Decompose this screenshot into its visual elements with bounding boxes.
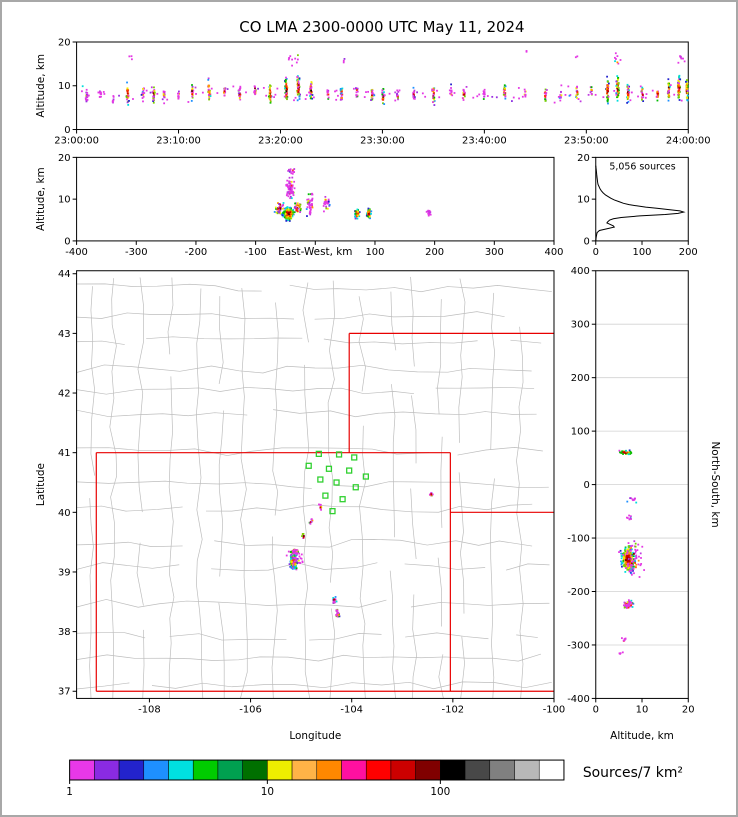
- svg-text:10: 10: [58, 81, 71, 92]
- svg-text:-106: -106: [239, 704, 262, 715]
- svg-text:42: 42: [58, 389, 71, 400]
- colorbar: 1 10 100: [66, 759, 565, 798]
- svg-text:100: 100: [633, 247, 652, 258]
- svg-text:0: 0: [64, 125, 70, 136]
- svg-text:300: 300: [485, 247, 504, 258]
- svg-text:North-South, km: North-South, km: [709, 442, 721, 528]
- svg-text:-108: -108: [138, 704, 161, 715]
- svg-text:24:00:00: 24:00:00: [666, 135, 711, 146]
- svg-text:Altitude, km: Altitude, km: [35, 167, 47, 231]
- svg-text:20: 20: [577, 153, 590, 164]
- svg-text:-400: -400: [567, 694, 590, 705]
- histogram-source-count: 5,056 sources: [609, 161, 675, 172]
- svg-text:10: 10: [636, 704, 649, 715]
- svg-text:23:50:00: 23:50:00: [564, 135, 609, 146]
- svg-text:-102: -102: [442, 704, 465, 715]
- svg-text:-200: -200: [567, 587, 590, 598]
- svg-text:East-West, km: East-West, km: [278, 246, 352, 258]
- svg-text:20: 20: [58, 37, 71, 48]
- svg-text:38: 38: [58, 627, 71, 638]
- svg-text:20: 20: [58, 153, 71, 164]
- svg-text:43: 43: [58, 329, 71, 340]
- svg-text:100: 100: [365, 247, 384, 258]
- panel-time-height: 23:00:00 23:10:00 23:20:00 23:30:00 23:40:00…: [35, 37, 711, 146]
- svg-text:200: 200: [425, 247, 444, 258]
- svg-text:100: 100: [430, 786, 450, 798]
- svg-text:-300: -300: [125, 247, 148, 258]
- svg-text:41: 41: [58, 448, 71, 459]
- panel-east-west-cross-section: -400 -300 -200 -100 100 200 300 400 0 10 20 East-We…: [35, 153, 564, 258]
- svg-text:10: 10: [261, 786, 274, 798]
- svg-text:37: 37: [58, 687, 71, 698]
- svg-text:0: 0: [593, 704, 599, 715]
- svg-text:400: 400: [571, 266, 590, 277]
- svg-text:Longitude: Longitude: [289, 730, 341, 742]
- svg-text:200: 200: [679, 247, 698, 258]
- svg-text:-400: -400: [65, 247, 88, 258]
- svg-text:20: 20: [682, 704, 695, 715]
- svg-text:-100: -100: [567, 534, 590, 545]
- svg-text:23:00:00: 23:00:00: [54, 135, 99, 146]
- svg-text:-200: -200: [185, 247, 208, 258]
- svg-text:23:10:00: 23:10:00: [156, 135, 201, 146]
- svg-text:10: 10: [577, 195, 590, 206]
- svg-text:23:30:00: 23:30:00: [360, 135, 405, 146]
- svg-text:-300: -300: [567, 640, 590, 651]
- svg-text:-100: -100: [244, 247, 267, 258]
- figure-title: CO LMA 2300-0000 UTC May 11, 2024: [239, 18, 524, 36]
- svg-text:100: 100: [571, 427, 590, 438]
- svg-text:0: 0: [583, 236, 589, 247]
- svg-text:0: 0: [593, 247, 599, 258]
- svg-text:200: 200: [571, 373, 590, 384]
- svg-text:40: 40: [58, 508, 71, 519]
- colorbar-label: Sources/7 km²: [583, 765, 683, 781]
- panel-altitude-histogram: 0 100 200 0 10 20: [577, 153, 698, 258]
- panel-plan-view-map: -108 -106 -104 -102 -100 37 38 39 40 41 42 43 44 Long…: [35, 269, 566, 742]
- svg-text:Latitude: Latitude: [35, 463, 47, 506]
- svg-text:0: 0: [583, 480, 589, 491]
- svg-text:-100: -100: [543, 704, 566, 715]
- svg-text:1: 1: [66, 786, 73, 798]
- svg-text:Altitude, km: Altitude, km: [35, 54, 47, 118]
- svg-text:0: 0: [64, 236, 70, 247]
- svg-text:-104: -104: [340, 704, 363, 715]
- panel-north-south-cross-section: 0 10 20 -400 -300 -200 -100 0 100 200 300 400 Altitu…: [567, 266, 721, 742]
- svg-text:300: 300: [571, 320, 590, 331]
- svg-text:Altitude, km: Altitude, km: [610, 730, 674, 742]
- svg-text:10: 10: [58, 195, 71, 206]
- svg-text:400: 400: [545, 247, 564, 258]
- svg-text:23:20:00: 23:20:00: [258, 135, 303, 146]
- svg-text:39: 39: [58, 567, 71, 578]
- svg-text:23:40:00: 23:40:00: [462, 135, 507, 146]
- svg-text:44: 44: [58, 269, 71, 280]
